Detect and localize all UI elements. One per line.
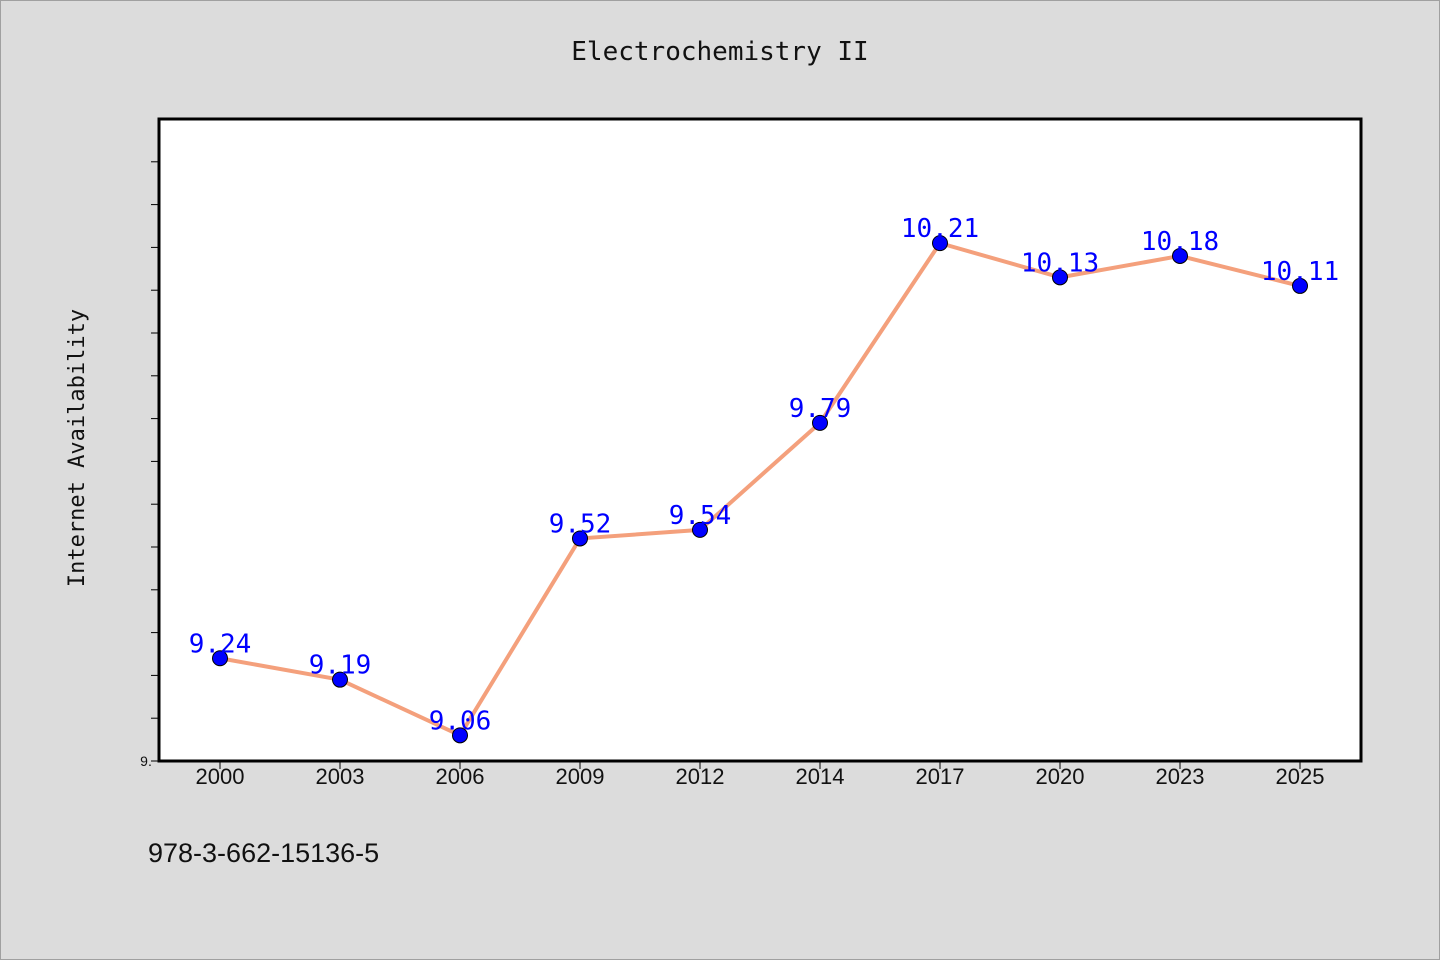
data-point (332, 671, 348, 688)
x-axis-tick-labels: 2000 2003 2006 2009 2012 2014 2017 2020 2023 2025 (196, 764, 1325, 789)
data-markers (212, 235, 1308, 744)
x-tick-label: 2014 (796, 764, 845, 789)
data-label: 10.13 (1021, 248, 1099, 278)
data-point (572, 530, 588, 547)
isbn-footer: 978-3-662-15136-5 (148, 838, 379, 868)
series-line-group (218, 241, 1302, 738)
x-tick-label: 2020 (1036, 764, 1085, 789)
data-label: 9.52 (549, 509, 612, 539)
x-tick-label: 2017 (916, 764, 965, 789)
data-point (692, 521, 708, 538)
data-point (452, 727, 468, 744)
data-label: 9.06 (429, 706, 492, 736)
y-axis-ticks (151, 161, 159, 762)
x-tick-label: 2025 (1276, 764, 1325, 789)
data-point (1052, 269, 1068, 286)
data-point (812, 414, 828, 431)
plot-area (157, 117, 1363, 763)
series-line (218, 241, 1302, 738)
chart-title: Electrochemistry II (571, 37, 868, 67)
data-point (1292, 277, 1308, 294)
data-point (212, 650, 228, 667)
data-label: 10.18 (1141, 227, 1219, 257)
x-tick-label: 2023 (1156, 764, 1205, 789)
data-label: 9.19 (309, 651, 372, 681)
data-labels: 9.24 9.19 9.06 9.52 9.54 9.79 10.21 10.13 10.18 1… (189, 214, 1339, 736)
x-tick-label: 2012 (676, 764, 725, 789)
data-point (932, 235, 948, 252)
data-label: 9.79 (789, 394, 852, 424)
x-tick-label: 2009 (556, 764, 605, 789)
data-label: 10.21 (901, 214, 979, 244)
data-label: 9.54 (669, 501, 732, 531)
x-tick-label: 2000 (196, 764, 245, 789)
y-axis-label: Internet Availability (65, 309, 90, 587)
x-axis-ticks (219, 761, 1301, 769)
data-label: 10.11 (1261, 257, 1339, 287)
data-point (1172, 247, 1188, 264)
x-tick-label: 2003 (316, 764, 365, 789)
y-tick-label: 9. (140, 753, 152, 769)
x-tick-label: 2006 (436, 764, 485, 789)
data-label: 9.24 (189, 629, 252, 659)
